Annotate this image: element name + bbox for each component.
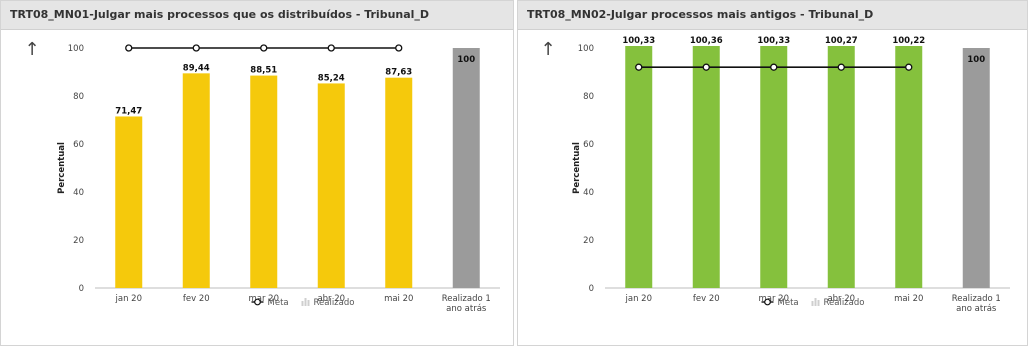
- legend-meta-marker-icon: [764, 298, 771, 306]
- y-tick-label: 80: [73, 92, 84, 102]
- x-tick-label: mar 20: [248, 294, 279, 304]
- data-label: 100,33: [622, 36, 655, 46]
- x-tick-label: fev 20: [693, 294, 720, 304]
- chart-panel-mn01: TRT08_MN01-Julgar mais processos que os …: [0, 0, 514, 346]
- x-tick-label: jan 20: [625, 294, 652, 304]
- bar[interactable]: [452, 48, 480, 288]
- x-tick-label: Realizado 1 ano atrás: [952, 294, 1001, 314]
- legend-realizado-label[interactable]: Realizado: [824, 298, 865, 308]
- chart-panel-mn02: TRT08_MN02-Julgar processos mais antigos…: [517, 0, 1028, 346]
- y-tick-label: 20: [583, 236, 594, 246]
- bar[interactable]: [760, 46, 788, 288]
- data-label: 100,33: [757, 36, 790, 46]
- data-label: 100,22: [892, 36, 925, 46]
- bar[interactable]: [385, 77, 413, 288]
- data-label: 85,24: [318, 73, 345, 83]
- meta-point[interactable]: [192, 44, 200, 52]
- legend-bar-icon: [301, 301, 304, 306]
- y-tick-label: 0: [589, 284, 594, 294]
- bar[interactable]: [692, 46, 720, 288]
- chart-title: TRT08_MN01-Julgar mais processos que os …: [1, 1, 513, 30]
- meta-point[interactable]: [702, 63, 710, 71]
- x-tick-label: abr 20: [317, 294, 345, 304]
- y-tick-label: 0: [79, 284, 84, 294]
- chart-mn01: ↑ Percentual 0 20 40 60 80 100 71,47 89,44 88,51 85…: [24, 39, 500, 314]
- data-label: 100,36: [690, 36, 723, 46]
- x-tick-label: fev 20: [183, 294, 210, 304]
- data-label: 100: [457, 55, 475, 65]
- x-tick-label: mar 20: [758, 294, 789, 304]
- bar[interactable]: [895, 46, 923, 288]
- data-label: 71,47: [115, 106, 142, 116]
- meta-point[interactable]: [125, 44, 133, 52]
- arrow-up-icon[interactable]: ↑: [540, 39, 555, 60]
- data-label: 100: [967, 55, 985, 65]
- bar[interactable]: [962, 48, 990, 288]
- y-tick-label: 40: [583, 188, 594, 198]
- meta-point[interactable]: [635, 63, 643, 71]
- legend-meta-label[interactable]: Meta: [268, 298, 289, 308]
- y-tick-label: 40: [73, 188, 84, 198]
- meta-point[interactable]: [770, 63, 778, 71]
- arrow-up-icon[interactable]: ↑: [24, 39, 39, 60]
- y-tick-label: 20: [73, 236, 84, 246]
- data-label: 88,51: [250, 66, 277, 76]
- meta-point[interactable]: [327, 44, 335, 52]
- meta-point[interactable]: [260, 44, 268, 52]
- x-tick-label: abr 20: [827, 294, 855, 304]
- y-axis-label: Percentual: [57, 142, 67, 194]
- y-tick-label: 60: [73, 140, 84, 150]
- y-tick-label: 80: [583, 92, 594, 102]
- data-label: 87,63: [385, 68, 412, 78]
- bar[interactable]: [250, 75, 278, 288]
- legend-meta-label[interactable]: Meta: [778, 298, 799, 308]
- x-tick-label: mai 20: [894, 294, 923, 304]
- chart-title: TRT08_MN02-Julgar processos mais antigos…: [518, 1, 1027, 30]
- x-tick-label: mai 20: [384, 294, 413, 304]
- legend-bar-icon: [817, 300, 820, 306]
- bar[interactable]: [827, 46, 855, 288]
- legend-bar-icon: [304, 298, 307, 306]
- y-tick-label: 100: [578, 44, 594, 54]
- meta-point[interactable]: [837, 63, 845, 71]
- bar[interactable]: [317, 83, 345, 288]
- legend-bar-icon: [811, 301, 814, 306]
- y-tick-label: 60: [583, 140, 594, 150]
- x-tick-label: jan 20: [115, 294, 142, 304]
- legend-bar-icon: [814, 298, 817, 306]
- bar[interactable]: [182, 73, 210, 289]
- y-axis-label: Percentual: [572, 142, 582, 194]
- meta-point[interactable]: [395, 44, 403, 52]
- x-tick-label: Realizado 1 ano atrás: [442, 294, 491, 314]
- bar[interactable]: [115, 116, 143, 288]
- legend-realizado-label[interactable]: Realizado: [314, 298, 355, 308]
- data-label: 100,27: [825, 36, 858, 46]
- legend-bar-icon: [307, 300, 310, 306]
- meta-point[interactable]: [905, 63, 913, 71]
- bar[interactable]: [625, 46, 653, 288]
- legend-meta-marker-icon: [254, 298, 261, 306]
- y-tick-label: 100: [68, 44, 84, 54]
- chart-mn02: ↑ Percentual 0 20 40 60 80 100 100,33 100,36 100,3…: [540, 36, 1010, 314]
- data-label: 89,44: [183, 63, 210, 73]
